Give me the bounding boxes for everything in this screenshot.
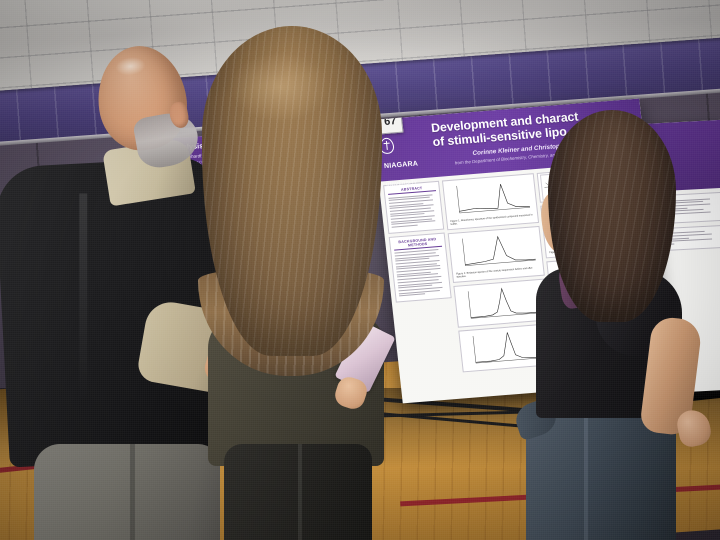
chart-absorbance-spectrum [446,177,534,219]
figure-trace-2 [458,323,555,373]
person-left [0,40,251,540]
poster-column-spectra: Figure 1. Absorbance spectrum of the syn… [441,173,555,376]
panel-background-methods: BACKGROUND AND METHODS [388,232,452,303]
chart-narrow-peak-2 [462,327,551,369]
absorbance-plot [456,184,531,214]
person-right-hair [548,110,676,322]
figure-emission: Figure 2. Emission spectra of the vesicl… [447,225,545,283]
person-right [511,110,720,540]
person-middle [196,26,396,540]
person-left-trousers [34,444,220,540]
background-heading: BACKGROUND AND METHODS [393,236,443,251]
chart-emission-spectrum [452,230,540,271]
figure-absorbance: Figure 1. Absorbance spectrum of the syn… [441,173,540,231]
chart-narrow-peak-1 [457,282,546,324]
person-right-hand [674,407,714,449]
narrow-peak-2-plot [472,332,547,364]
emission-plot [462,235,536,266]
figure-trace-1 [453,278,550,328]
narrow-peak-1-plot [467,287,542,319]
person-middle-trousers [224,444,372,540]
person-middle-hair [202,26,382,356]
